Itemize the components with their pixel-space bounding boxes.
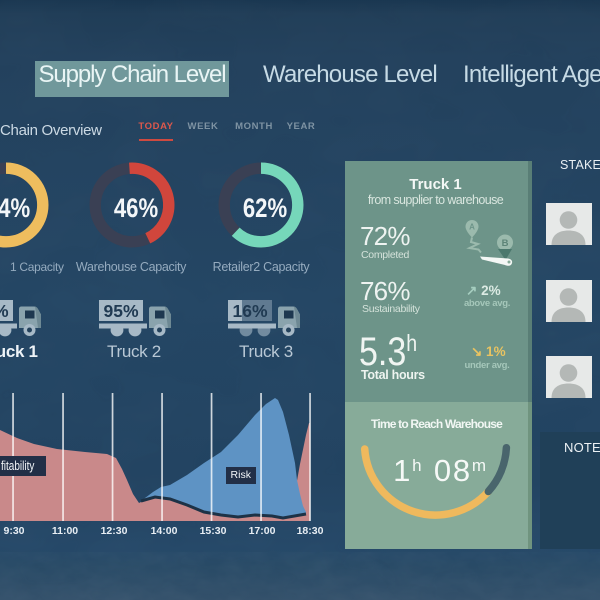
svg-text:16%: 16% (232, 301, 267, 321)
svg-text:A: A (469, 223, 475, 232)
svg-text:95%: 95% (103, 301, 138, 321)
svg-text:B: B (502, 238, 509, 249)
svg-text:86%: 86% (0, 301, 9, 321)
